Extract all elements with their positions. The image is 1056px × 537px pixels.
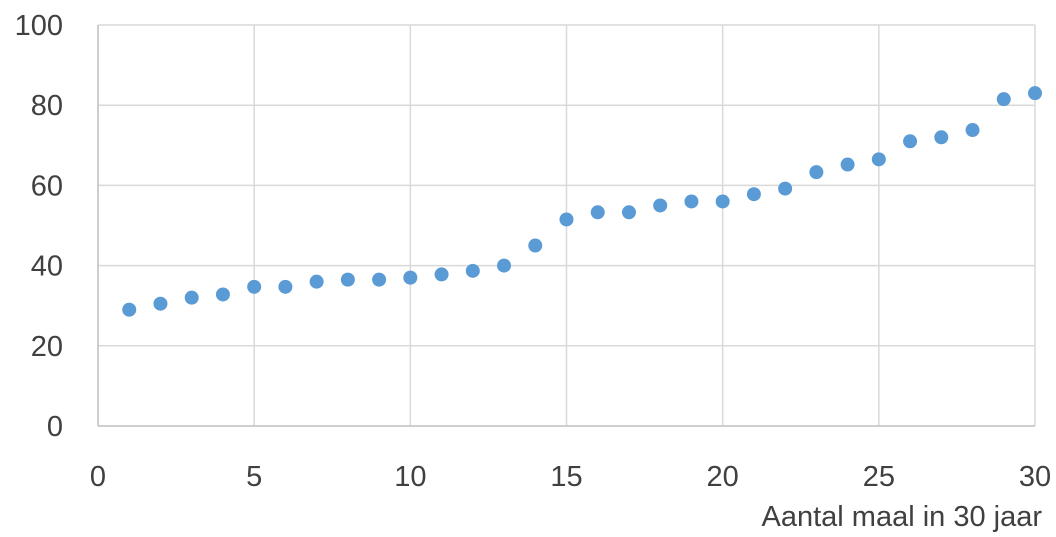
x-tick-label: 20 [707,461,739,493]
data-point [215,287,230,302]
y-tick-label: 0 [47,411,63,443]
y-tick-label: 60 [31,170,63,202]
data-point [559,212,574,227]
tick-labels: 0 20 40 60 80 100 0 5 10 15 20 25 30 [15,10,1052,493]
y-tick-label: 40 [31,251,63,283]
x-tick-label: 15 [550,461,582,493]
data-point [653,198,668,213]
data-point [309,274,324,289]
x-tick-label: 10 [394,461,426,493]
data-point [497,258,512,273]
data-point [934,130,949,145]
x-tick-label: 0 [90,461,106,493]
data-point [684,194,699,209]
data-point [840,157,855,172]
data-point [715,194,730,209]
x-tick-label: 5 [246,461,262,493]
x-tick-label: 25 [863,461,895,493]
data-point [590,205,605,220]
data-point [153,296,168,311]
data-point [1028,86,1042,101]
data-point [871,152,886,167]
data-point [778,181,793,196]
data-point [278,279,293,294]
data-point [465,263,480,278]
data-point [340,272,355,287]
y-tick-label: 20 [31,331,63,363]
data-point [403,270,418,285]
x-tick-label: 30 [1019,461,1051,493]
data-point [247,279,262,294]
y-tick-label: 80 [31,90,63,122]
data-point [965,123,980,138]
data-point [746,187,761,202]
data-point [434,267,449,282]
data-point [621,205,636,220]
axis-layer [97,25,1035,427]
x-axis-title: Aantal maal in 30 jaar [762,501,1043,533]
data-point [122,302,137,317]
data-points [122,86,1042,317]
data-point [996,92,1011,107]
data-point [528,238,543,253]
data-point [372,272,387,287]
y-tick-label: 100 [15,10,63,42]
data-point [184,290,199,305]
data-point [809,165,824,180]
data-point [903,134,918,149]
